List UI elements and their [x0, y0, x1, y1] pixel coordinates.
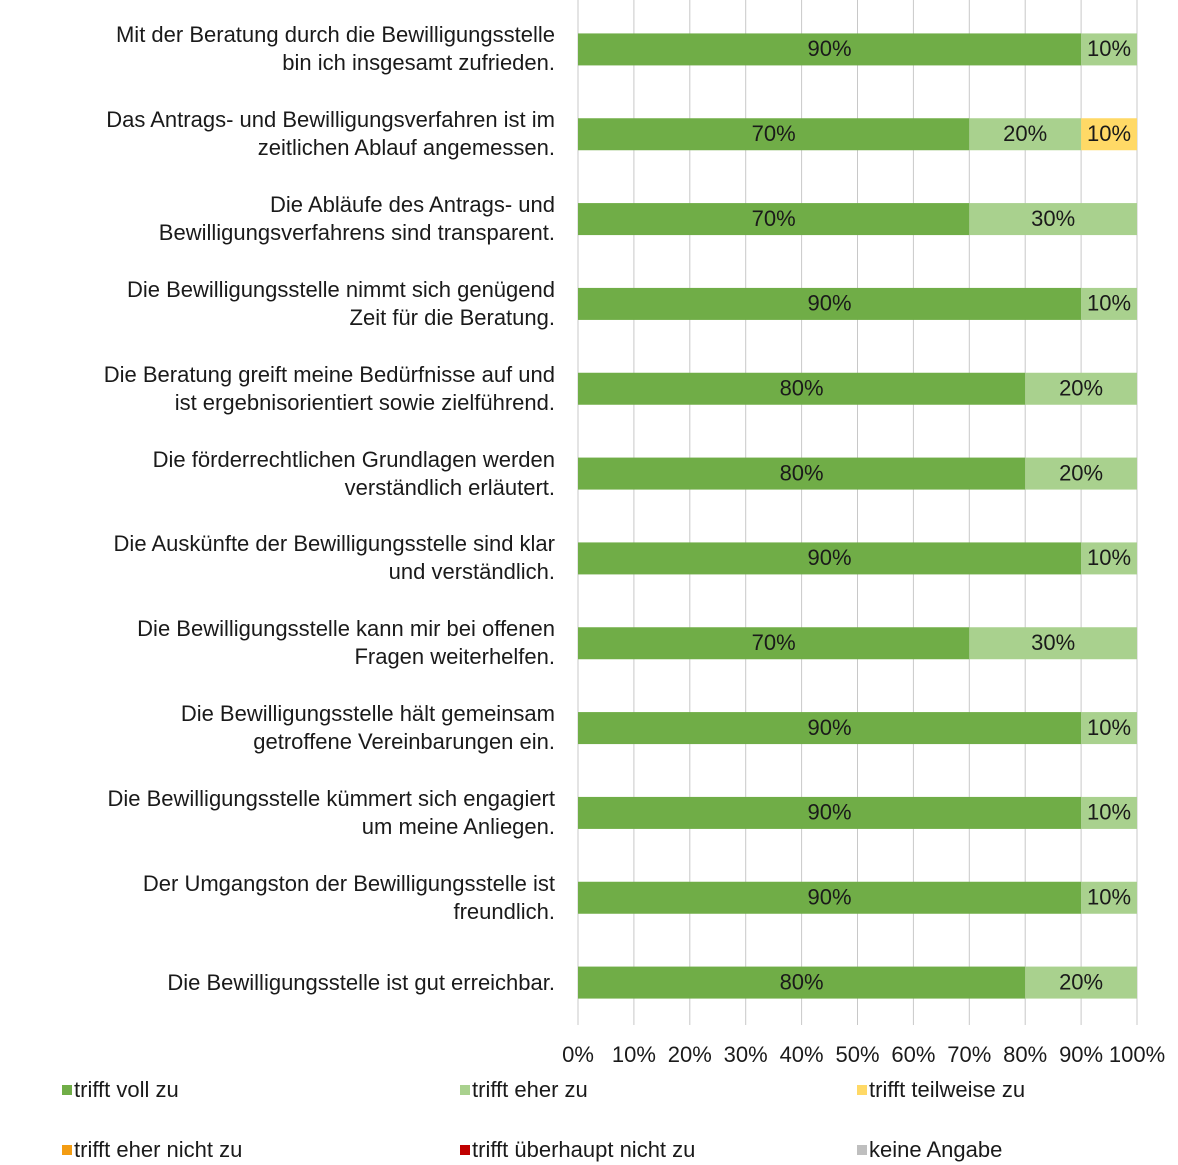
- legend-label: trifft überhaupt nicht zu: [472, 1137, 695, 1162]
- bar-segment: [1081, 881, 1137, 914]
- legend-swatch: [460, 1145, 470, 1155]
- bar-segment: [969, 118, 1082, 151]
- category-label: Die Bewilligungsstelle kümmert sich enga…: [107, 785, 555, 839]
- data-label: 20%: [1003, 121, 1047, 146]
- category-label: Mit der Beratung durch die Bewilligungss…: [115, 22, 555, 76]
- bar-segment: [969, 627, 1137, 660]
- data-label: 30%: [1031, 206, 1075, 231]
- legend-swatch: [62, 1145, 72, 1155]
- data-label: 90%: [808, 885, 852, 910]
- data-label: 10%: [1087, 715, 1131, 740]
- category-label: Die Auskünfte der Bewilligungsstelle sin…: [113, 531, 555, 585]
- bar-segment: [969, 203, 1137, 236]
- category-label: Der Umgangston der Bewilligungsstelle is…: [142, 870, 555, 924]
- data-label: 80%: [780, 376, 824, 401]
- category-label: Die Bewilligungsstelle nimmt sich genüge…: [126, 276, 555, 330]
- legend-label: trifft eher zu: [472, 1077, 588, 1102]
- legend-label: trifft teilweise zu: [869, 1077, 1025, 1102]
- bar-segment: [578, 966, 1026, 999]
- bar-segment: [1081, 287, 1137, 320]
- bar-segment: [1025, 457, 1137, 490]
- bar-segment: [578, 712, 1082, 745]
- data-label: 10%: [1087, 291, 1131, 316]
- data-label: 70%: [752, 206, 796, 231]
- data-label: 30%: [1031, 630, 1075, 655]
- category-label: Das Antrags- und Bewilligungsverfahren i…: [106, 107, 555, 161]
- data-label: 90%: [808, 800, 852, 825]
- x-tick-label: 40%: [780, 1042, 824, 1067]
- legend-swatch: [857, 1085, 867, 1095]
- bar-segment: [578, 33, 1082, 66]
- x-tick-label: 90%: [1059, 1042, 1103, 1067]
- bar-segment: [1081, 712, 1137, 745]
- bar-segment: [578, 796, 1082, 829]
- bar-segment: [1081, 796, 1137, 829]
- data-label: 20%: [1059, 460, 1103, 485]
- legend-swatch: [62, 1085, 72, 1095]
- data-label: 10%: [1087, 800, 1131, 825]
- data-label: 70%: [752, 121, 796, 146]
- category-label: Die Beratung greift meine Bedürfnisse au…: [103, 361, 555, 415]
- x-tick-label: 80%: [1003, 1042, 1047, 1067]
- bar-segment: [1081, 118, 1137, 151]
- data-label: 90%: [808, 291, 852, 316]
- data-label: 80%: [780, 460, 824, 485]
- data-label: 90%: [808, 36, 852, 61]
- data-label: 10%: [1087, 36, 1131, 61]
- category-label: Die Abläufe des Antrags- und Bewilligung…: [158, 192, 555, 246]
- legend-swatch: [460, 1085, 470, 1095]
- bar-segment: [578, 627, 970, 660]
- bar-segment: [1081, 542, 1137, 575]
- legend-label: trifft eher nicht zu: [74, 1137, 242, 1162]
- data-label: 10%: [1087, 121, 1131, 146]
- data-label: 70%: [752, 630, 796, 655]
- x-tick-label: 30%: [724, 1042, 768, 1067]
- legend-label: keine Angabe: [869, 1137, 1002, 1162]
- bar-segment: [1081, 33, 1137, 66]
- data-label: 20%: [1059, 376, 1103, 401]
- category-label: Die Bewilligungsstelle kann mir bei offe…: [137, 616, 555, 670]
- data-label: 10%: [1087, 545, 1131, 570]
- legend-label: trifft voll zu: [74, 1077, 179, 1102]
- bar-segment: [1025, 372, 1137, 405]
- bar-segment: [578, 881, 1082, 914]
- category-label: Die förderrechtlichen Grundlagen werden …: [152, 446, 555, 500]
- data-label: 10%: [1087, 885, 1131, 910]
- data-label: 90%: [808, 715, 852, 740]
- x-tick-label: 50%: [835, 1042, 879, 1067]
- category-label: Die Bewilligungsstelle hält gemeinsam ge…: [180, 701, 555, 755]
- bar-segment: [578, 287, 1082, 320]
- x-tick-label: 20%: [668, 1042, 712, 1067]
- data-label: 90%: [808, 545, 852, 570]
- bar-segment: [578, 118, 970, 151]
- legend-swatch: [857, 1145, 867, 1155]
- x-tick-label: 60%: [891, 1042, 935, 1067]
- x-tick-label: 100%: [1109, 1042, 1165, 1067]
- bar-segment: [578, 372, 1026, 405]
- bar-segment: [578, 457, 1026, 490]
- bar-segment: [578, 203, 970, 236]
- bar-segment: [1025, 966, 1137, 999]
- x-tick-label: 0%: [562, 1042, 594, 1067]
- x-tick-label: 10%: [612, 1042, 656, 1067]
- bar-segment: [578, 542, 1082, 575]
- data-label: 80%: [780, 969, 824, 994]
- data-label: 20%: [1059, 969, 1103, 994]
- category-label: Die Bewilligungsstelle ist gut erreichba…: [167, 969, 555, 995]
- x-tick-label: 70%: [947, 1042, 991, 1067]
